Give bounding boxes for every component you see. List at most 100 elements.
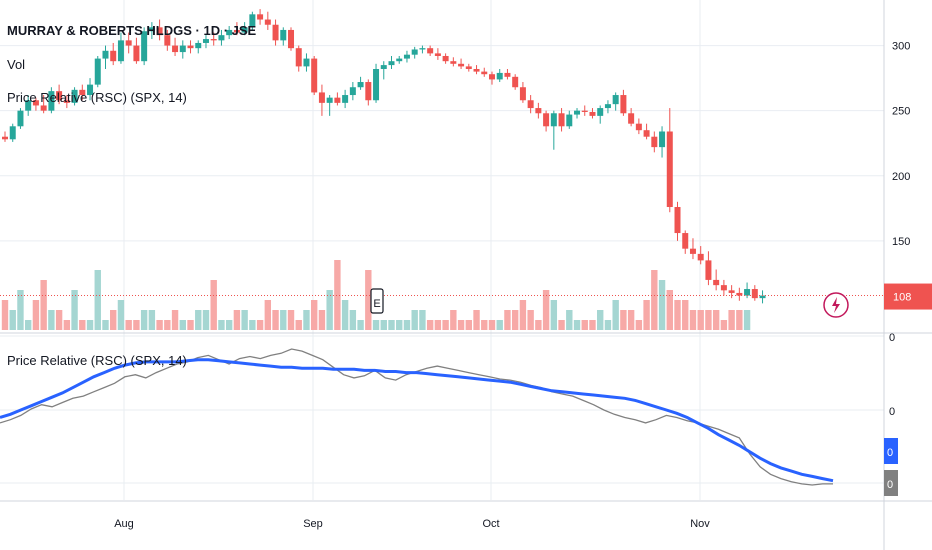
candle-body — [728, 290, 735, 293]
symbol-title[interactable]: MURRAY & ROBERTS HLDGS · 1D · JSE — [7, 23, 257, 38]
volume-bar — [504, 310, 511, 330]
volume-bar — [434, 320, 442, 330]
volume-bar — [94, 270, 101, 330]
candle-body — [581, 110, 588, 112]
candle-body — [689, 248, 696, 254]
candle-body — [318, 92, 325, 103]
candle-body — [342, 95, 349, 103]
volume-legend[interactable]: Vol — [7, 57, 26, 72]
volume-bar — [326, 290, 333, 330]
candle-body — [373, 69, 380, 101]
volume-bar — [79, 320, 86, 330]
volume-bar — [426, 320, 434, 330]
volume-bar — [635, 320, 643, 330]
volume-bar — [63, 320, 71, 330]
candle-body — [311, 58, 318, 93]
volume-bar — [372, 320, 380, 330]
volume-bar — [117, 300, 125, 330]
volume-bar — [179, 320, 186, 330]
candle-body — [156, 27, 163, 36]
volume-bar — [86, 320, 94, 330]
candle-body — [280, 29, 287, 41]
candle-body — [71, 89, 78, 103]
candle-body — [666, 131, 673, 208]
rsc-ma-line — [0, 358, 834, 483]
volume-bar — [465, 320, 472, 330]
volume-bar — [55, 310, 63, 330]
candle-body — [535, 108, 542, 114]
earnings-marker-box — [370, 288, 384, 314]
indicator-legend[interactable]: Price Relative (RSC) (SPX, 14) — [7, 90, 187, 105]
time-tick-label: Nov — [690, 518, 710, 530]
candle-body — [303, 58, 310, 67]
volume-bar — [620, 310, 627, 330]
candle-body — [32, 100, 39, 106]
volume-bar — [666, 290, 673, 330]
candle-body — [349, 87, 356, 96]
volume-bar — [287, 310, 295, 330]
volume-bar — [488, 320, 496, 330]
volume-bar — [295, 320, 302, 330]
candle-body — [450, 61, 457, 64]
rsc-line — [0, 348, 833, 486]
candle-body — [682, 233, 689, 249]
volume-bar — [743, 310, 751, 330]
candle-body — [257, 14, 264, 20]
volume-bar — [264, 300, 272, 330]
price-tick-label: 300 — [892, 41, 910, 53]
candle-body — [744, 289, 751, 296]
candle-body — [187, 45, 194, 49]
candle-body — [87, 84, 94, 96]
candle-body — [117, 40, 124, 62]
candle-body — [427, 48, 434, 54]
volume-bar — [32, 300, 40, 330]
candle-body — [110, 50, 117, 62]
candle-body — [674, 207, 681, 234]
candle-body — [473, 69, 480, 72]
rsc-value-badge — [884, 438, 898, 464]
candle-body — [125, 40, 132, 46]
candle-body — [411, 49, 418, 55]
candle-body — [288, 29, 295, 49]
volume-bar — [720, 320, 728, 330]
volume-bar — [519, 300, 527, 330]
volume-bar — [249, 320, 256, 330]
candle-body — [334, 97, 341, 103]
candle-body — [102, 50, 109, 59]
candle-body — [628, 113, 635, 124]
volume-bar — [658, 280, 666, 330]
price-tick-label: 200 — [892, 171, 910, 183]
volume-bar — [442, 320, 449, 330]
volume-bar — [643, 300, 650, 330]
volume-bar — [597, 310, 604, 330]
candle-body — [326, 97, 333, 103]
volume-bar — [210, 280, 217, 330]
candle-body — [179, 45, 186, 53]
candle-body — [357, 82, 364, 88]
volume-bar — [689, 310, 697, 330]
earnings-marker-label: E — [373, 298, 380, 310]
volume-bar — [728, 310, 735, 330]
candle-body — [589, 111, 596, 116]
candle-body — [550, 113, 557, 127]
last-price-badge — [884, 283, 932, 310]
candle-body — [635, 123, 642, 131]
price-tick-label: 250 — [892, 106, 910, 118]
volume-bar — [140, 310, 148, 330]
grid-lines — [0, 0, 884, 500]
candle-body — [218, 35, 225, 41]
candle-body — [79, 89, 86, 96]
volume-bar — [380, 320, 387, 330]
candle-body — [488, 74, 495, 80]
volume-bar — [450, 310, 457, 330]
volume-bar — [511, 310, 519, 330]
candle-body — [40, 105, 47, 111]
candle-body — [94, 58, 101, 85]
candle-body — [736, 292, 743, 296]
volume-bar — [736, 310, 743, 330]
volume-bar — [195, 310, 202, 330]
lower-pane-legend[interactable]: Price Relative (RSC) (SPX, 14) — [7, 353, 187, 368]
volume-bar — [48, 310, 55, 330]
candle-body — [465, 66, 472, 70]
